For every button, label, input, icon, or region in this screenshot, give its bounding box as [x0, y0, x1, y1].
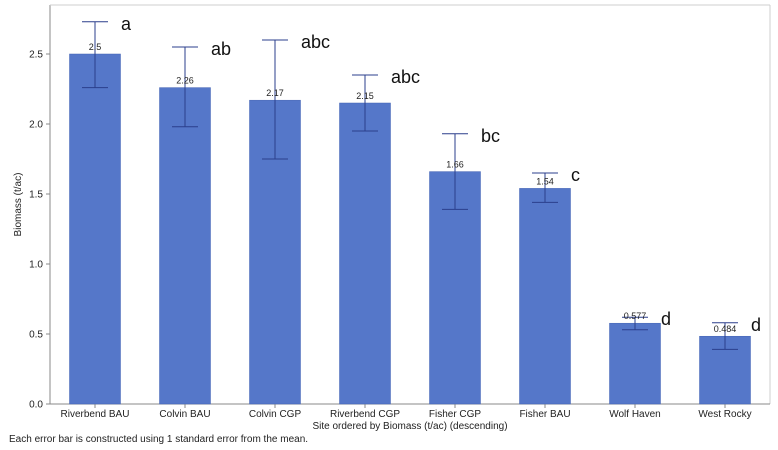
y-axis: 0.0 0.5 1.0 1.5 2.0 2.5 [29, 4, 771, 411]
y-tick-label: 0.5 [29, 330, 43, 341]
significance-letter: abc [301, 32, 330, 52]
data-label: 2.5 [89, 42, 102, 52]
data-label: 1.54 [536, 176, 554, 186]
y-tick-label: 2.0 [29, 120, 43, 131]
x-tick-label: Fisher CGP [429, 409, 482, 420]
x-axis-title: Site ordered by Biomass (t/ac) (descendi… [312, 421, 507, 432]
y-tick-label: 1.0 [29, 260, 43, 271]
x-axis: Riverbend BAU Colvin BAU Colvin CGP Riverbe… [50, 403, 770, 420]
bar [159, 87, 211, 405]
data-label: 2.26 [176, 76, 194, 86]
y-tick-label: 1.5 [29, 190, 43, 201]
bar [339, 102, 391, 405]
significance-letter: c [571, 165, 580, 185]
x-tick-label: Riverbend BAU [61, 409, 130, 420]
data-label: 0.577 [624, 311, 647, 321]
data-labels: 2.5 2.26 2.17 2.15 1.66 1.54 0.577 0.484 [89, 42, 737, 334]
x-tick-label: West Rocky [698, 409, 751, 420]
y-tick-label: 2.5 [29, 50, 43, 61]
bar [609, 322, 661, 405]
data-label: 2.17 [266, 88, 284, 98]
significance-letter: bc [481, 126, 500, 146]
data-label: 1.66 [446, 160, 464, 170]
bar [429, 171, 481, 405]
significance-letters: a ab abc abc bc c d d [121, 14, 761, 335]
significance-letter: ab [211, 39, 231, 59]
data-label: 2.15 [356, 91, 374, 101]
significance-letter: d [751, 315, 761, 335]
x-tick-label: Fisher BAU [519, 409, 570, 420]
x-tick-label: Colvin CGP [249, 409, 302, 420]
x-tick-label: Wolf Haven [609, 409, 661, 420]
x-tick-label: Riverbend CGP [330, 409, 400, 420]
footnote: Each error bar is constructed using 1 st… [9, 434, 309, 445]
y-tick-label: 0.0 [29, 400, 43, 411]
data-label: 0.484 [714, 324, 737, 334]
bar-chart: 0.0 0.5 1.0 1.5 2.0 2.5 Riverbend BAU Colvin B… [13, 4, 771, 432]
x-tick-label: Colvin BAU [159, 409, 210, 420]
significance-letter: abc [391, 67, 420, 87]
significance-letter: d [661, 309, 671, 329]
bars [69, 53, 751, 405]
y-axis-title: Biomass (t/ac) [13, 173, 24, 237]
bar [519, 188, 571, 405]
bar [69, 53, 121, 405]
error-bars [82, 21, 738, 350]
significance-letter: a [121, 14, 132, 34]
